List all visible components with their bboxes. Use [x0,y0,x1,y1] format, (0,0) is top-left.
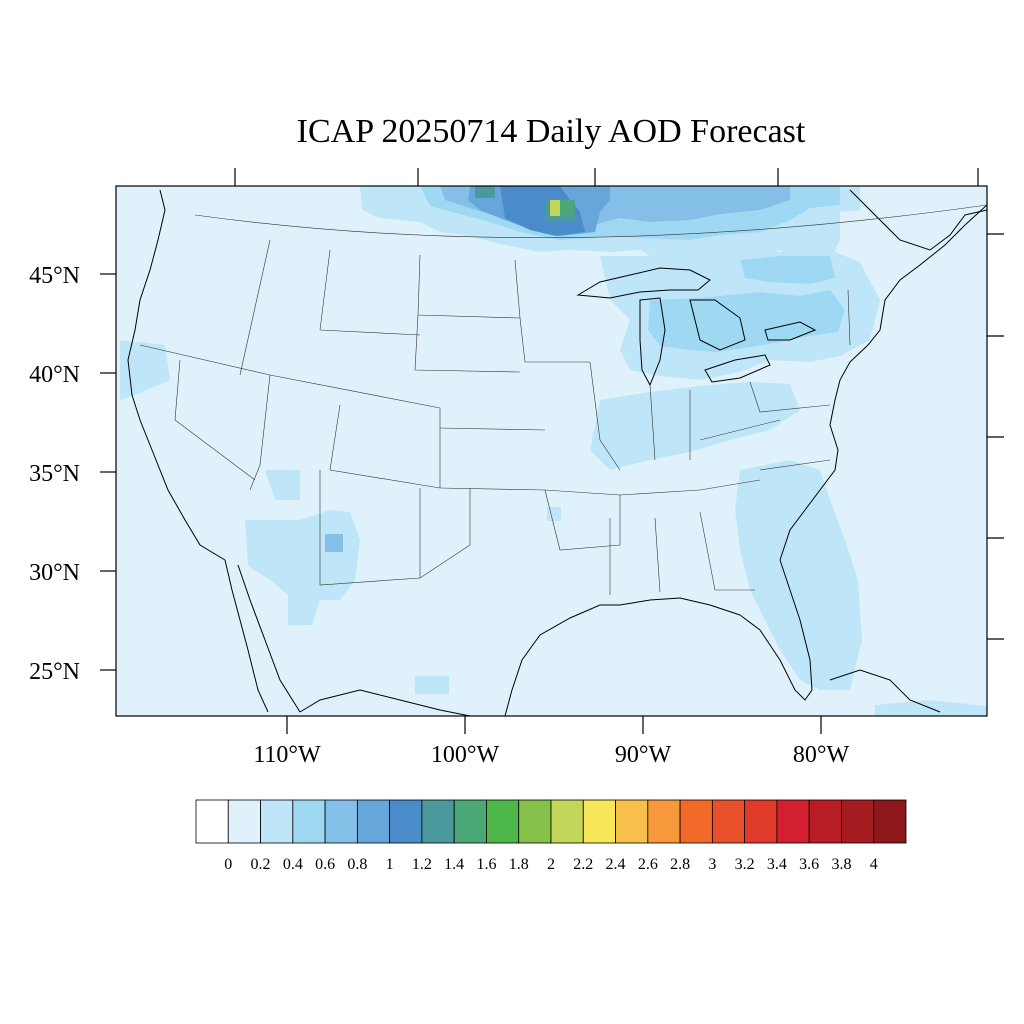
colorbar: 0 0.2 0.4 0.6 0.8 1 1.2 1.4 1.6 1.8 2 2.2 2.4 2.6 2.8 3… [195,799,907,873]
longitude-labels: 110°W 100°W 90°W 80°W [253,742,849,768]
colorbar-tick-label: 1.6 [476,856,496,873]
colorbar-swatch [550,799,584,844]
colorbar-tick-label: 2.6 [638,856,658,873]
lon-label: 80°W [793,742,850,768]
colorbar-tick-label: 3.2 [735,856,755,873]
colorbar-tick-label: 3.6 [799,856,819,873]
colorbar-tick-label: 2.4 [606,856,626,873]
colorbar-swatch [260,799,294,844]
colorbar-swatch [808,799,842,844]
colorbar-swatch [195,799,229,844]
colorbar-tick-label: 1.8 [509,856,529,873]
colorbar-tick-label: 3 [708,856,716,873]
lat-label: 25°N [29,659,80,685]
latitude-labels: 45°N 40°N 35°N 30°N 25°N [29,263,80,685]
colorbar-tick-label: 2.8 [670,856,690,873]
lat-label: 45°N [29,263,80,289]
colorbar-tick-label: 0.8 [347,856,367,873]
lon-label: 100°W [431,742,500,768]
colorbar-swatch [421,799,455,844]
colorbar-swatch [744,799,778,844]
colorbar-tick-label: 0.6 [315,856,335,873]
colorbar-tick-label: 1.4 [444,856,464,873]
colorbar-swatch [841,799,875,844]
colorbar-swatch [873,799,907,844]
map-panel [116,186,987,716]
lon-label: 110°W [253,742,321,768]
colorbar-tick-label: 3.4 [767,856,787,873]
lat-label: 40°N [29,362,80,388]
colorbar-tick-label: 0.4 [283,856,303,873]
lat-label: 30°N [29,560,80,586]
colorbar-tick-label: 0 [224,856,232,873]
aod-plume-ohio-valley [590,382,800,470]
colorbar-tick-label: 1.2 [412,856,432,873]
lon-label: 90°W [615,742,672,768]
map-ticks [100,168,1004,734]
state-boundaries [139,204,987,595]
colorbar-swatch [615,799,649,844]
aod-plume-northeast [600,250,880,380]
map-title: ICAP 20250714 Daily AOD Forecast [297,113,806,150]
colorbar-tick-label: 3.8 [831,856,851,873]
coastline-outlines [127,189,987,716]
colorbar-tick-label: 0.2 [251,856,271,873]
colorbar-swatch [679,799,713,844]
colorbar-swatch [776,799,810,844]
colorbar-tick-label: 2.2 [573,856,593,873]
colorbar-tick-label: 2 [547,856,555,873]
colorbar-swatch [292,799,326,844]
colorbar-tick-label: 4 [870,856,878,873]
colorbar-swatch [711,799,746,844]
colorbar-swatch [227,799,261,844]
colorbar-swatch [389,799,423,844]
colorbar-swatch [486,799,520,844]
aod-plume-southern-canada [360,186,860,270]
colorbar-swatch [518,799,552,844]
colorbar-swatch [356,799,391,844]
aod-plume-southwest [120,340,561,694]
colorbar-tick-label: 1 [386,856,394,873]
lat-label: 35°N [29,461,80,487]
colorbar-swatch [324,799,358,844]
colorbar-swatch [647,799,681,844]
colorbar-swatch [453,799,487,844]
colorbar-swatch [582,799,616,844]
map-frame [115,185,988,717]
